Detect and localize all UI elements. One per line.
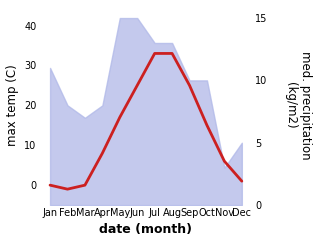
Y-axis label: max temp (C): max temp (C)	[5, 64, 18, 146]
X-axis label: date (month): date (month)	[100, 223, 192, 236]
Y-axis label: med. precipitation
(kg/m2): med. precipitation (kg/m2)	[284, 51, 313, 160]
